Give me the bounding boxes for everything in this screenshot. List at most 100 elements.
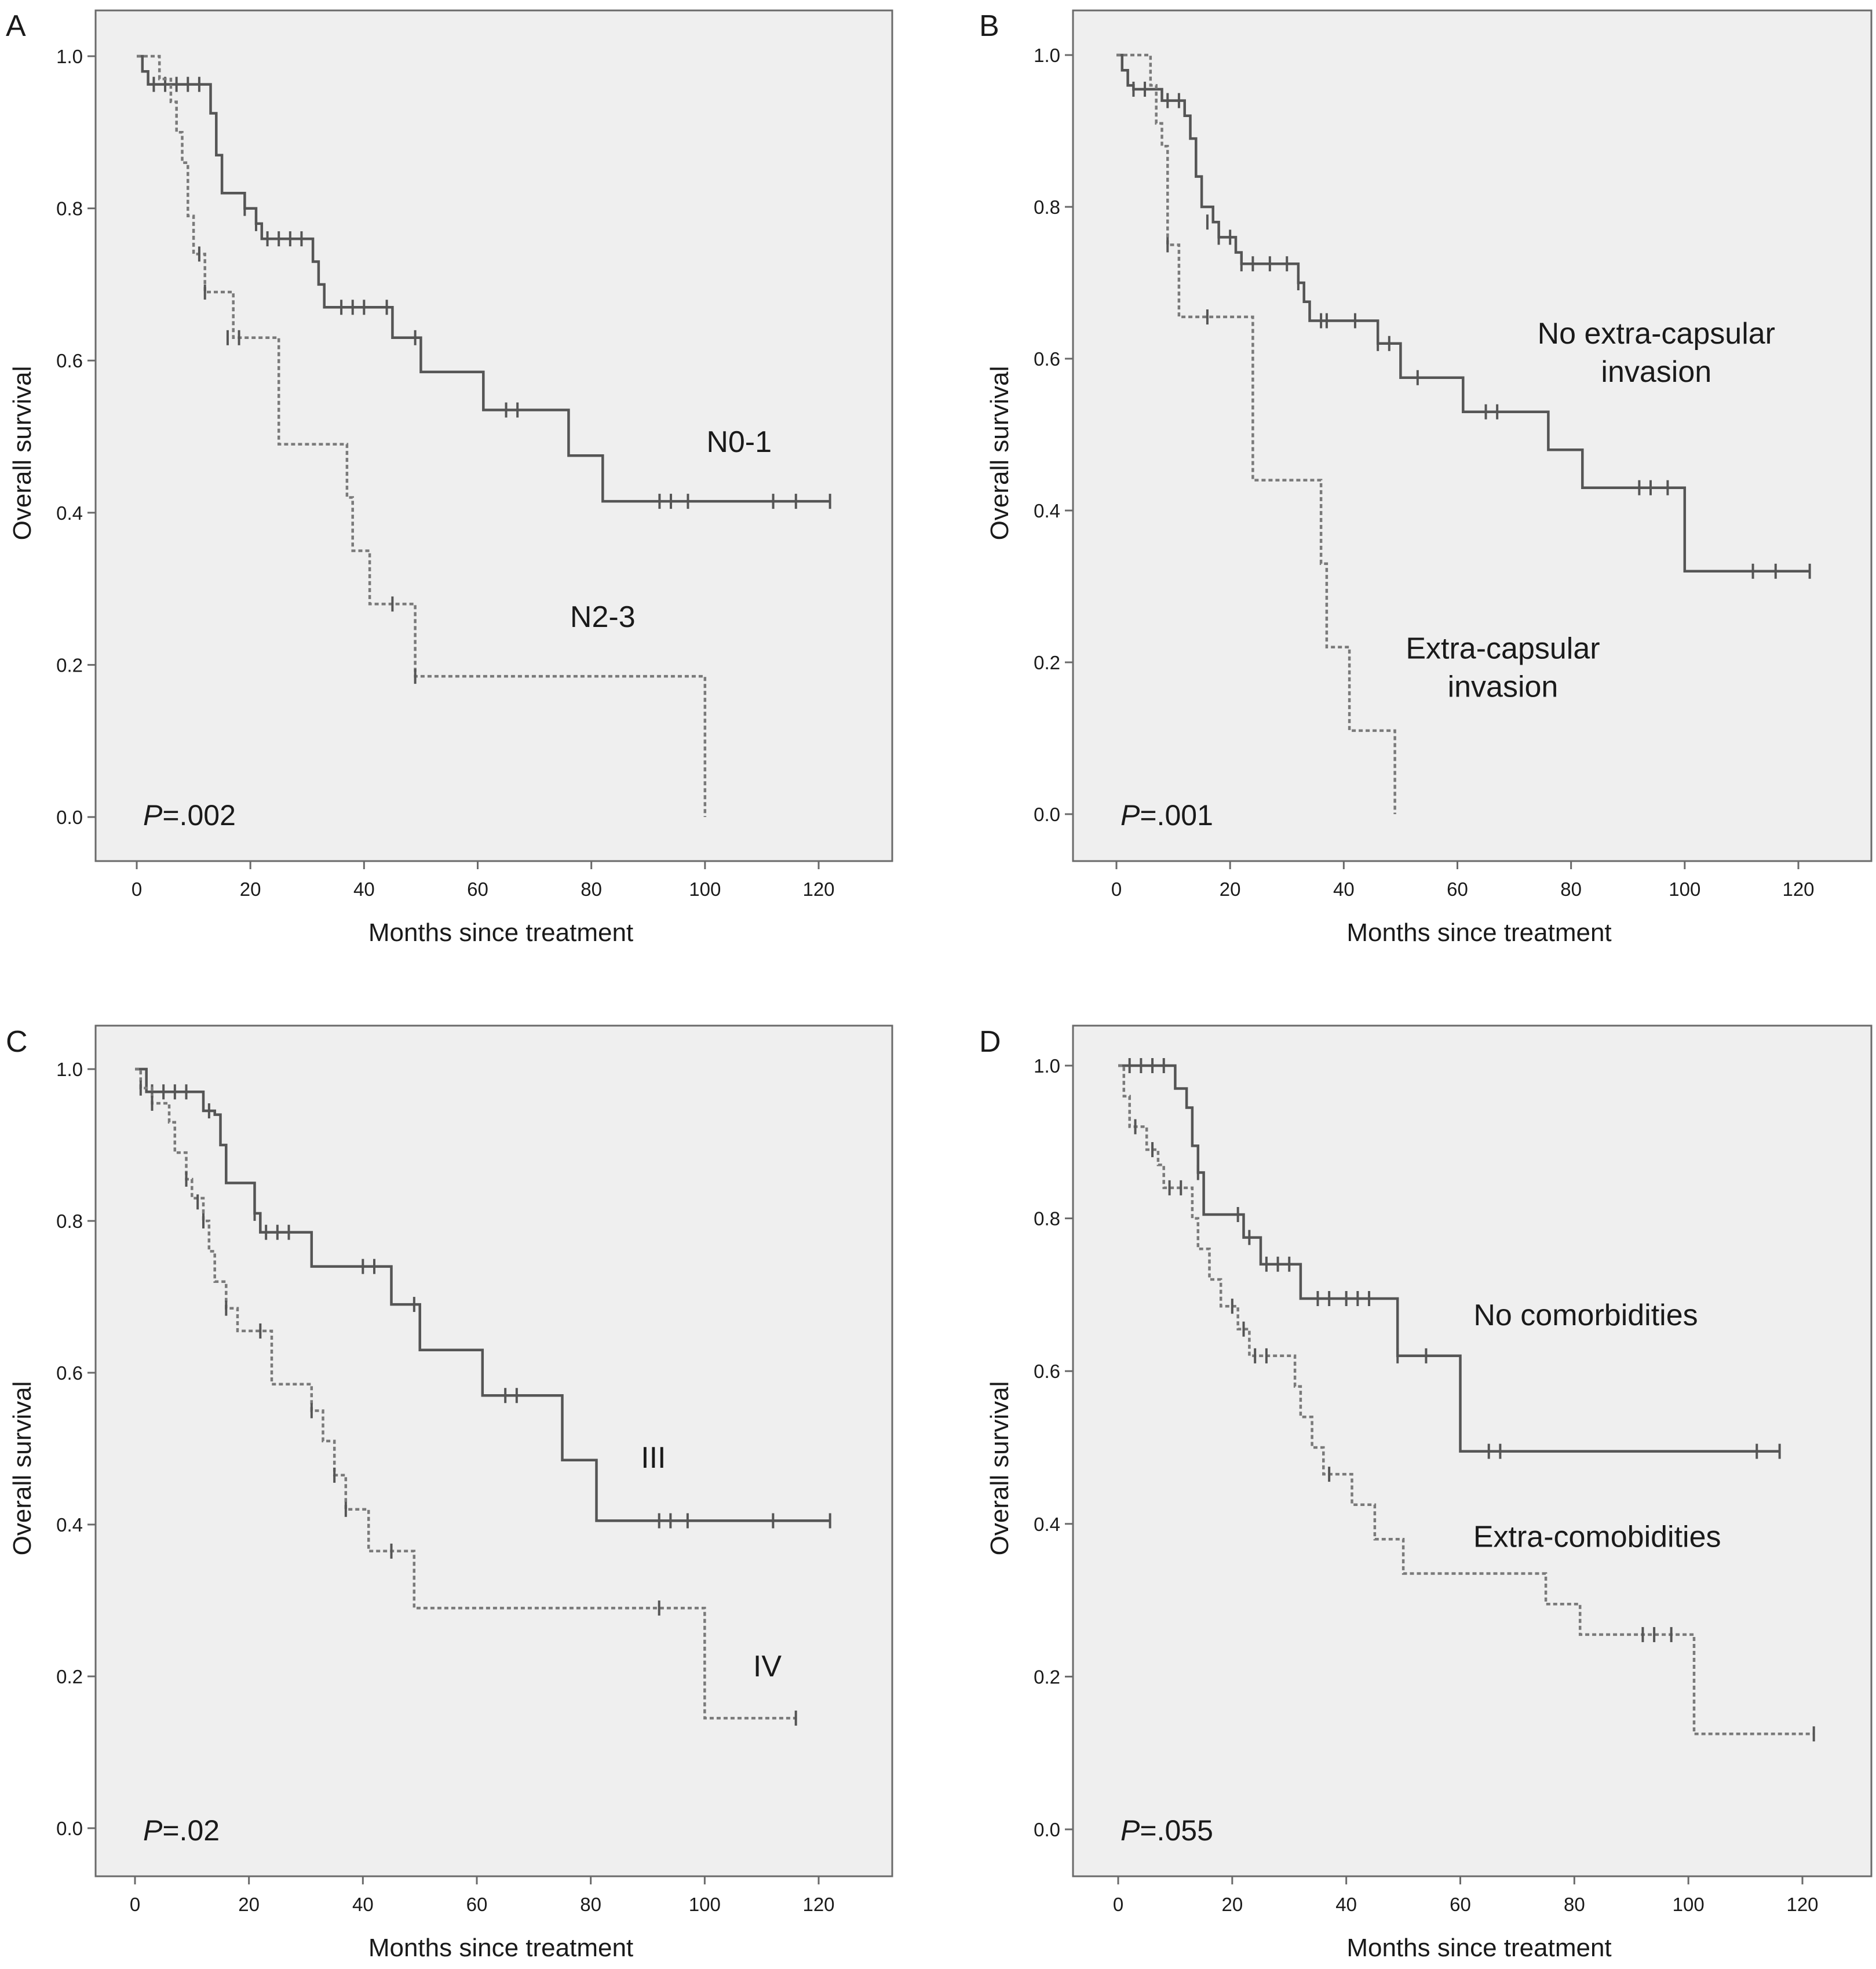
y-tick-label: 0.8 [1034, 196, 1060, 218]
plot-area [1072, 9, 1873, 862]
x-tick-label: 40 [1333, 878, 1355, 900]
p-symbol: P [1121, 799, 1140, 832]
p-value: P=.001 [1121, 799, 1213, 832]
panel-b: B 0.0 0.2 0.4 0.6 0.8 1.0 0 20 40 60 80 100 120 Months… [979, 9, 1873, 947]
x-tick-label: 20 [240, 878, 261, 900]
x-tick-label: 80 [581, 878, 602, 900]
x-axis-label: Months since treatment [368, 1934, 633, 1962]
series-label: Extra-capsular [1406, 632, 1600, 665]
panel-letter: C [6, 1025, 28, 1059]
x-tick-label: 60 [1447, 878, 1468, 900]
series-label: Extra-comobidities [1473, 1520, 1721, 1554]
panel-letter: A [6, 9, 26, 43]
x-tick-label: 40 [1335, 1894, 1357, 1915]
series-label: No comorbidities [1473, 1299, 1698, 1332]
y-tick-label: 0.8 [56, 1210, 83, 1232]
km-curve-solid [1118, 1064, 1780, 1453]
p-value-number: =.001 [1140, 799, 1213, 832]
y-axis-label: Overall survival [8, 366, 37, 541]
series-label: No extra-capsular [1538, 317, 1775, 351]
plot-area [94, 9, 893, 862]
y-tick-label: 0.8 [56, 198, 83, 220]
series-label: IV [753, 1650, 782, 1683]
x-tick-label: 60 [466, 1894, 488, 1915]
y-tick-label: 0.0 [56, 1818, 83, 1839]
x-tick-label: 0 [1113, 1894, 1123, 1915]
series-label: invasion [1601, 355, 1711, 389]
km-curve-solid [137, 54, 830, 503]
y-tick-label: 1.0 [56, 46, 83, 67]
plot-area [94, 1024, 893, 1877]
series-label: N0-1 [706, 425, 772, 459]
x-axis-label: Months since treatment [1346, 918, 1611, 947]
p-value-number: =.002 [162, 799, 236, 832]
x-tick-label: 80 [580, 1894, 601, 1915]
p-symbol: P [1121, 1814, 1140, 1847]
panel-letter: B [979, 9, 999, 43]
series-label: N2-3 [570, 600, 636, 634]
y-tick-label: 0.4 [56, 1514, 83, 1536]
y-tick-label: 1.0 [1034, 45, 1060, 66]
p-value-number: =.02 [162, 1814, 220, 1847]
y-tick-label: 0.2 [56, 654, 83, 676]
x-tick-label: 60 [467, 878, 488, 900]
x-tick-label: 120 [1782, 878, 1814, 900]
y-tick-label: 0.4 [56, 502, 83, 524]
p-value: P=.02 [143, 1814, 220, 1847]
x-tick-label: 120 [802, 878, 834, 900]
x-tick-label: 0 [130, 1894, 140, 1915]
y-tick-label: 0.6 [56, 350, 83, 371]
x-tick-label: 120 [802, 1894, 834, 1915]
x-tick-label: 100 [689, 1894, 721, 1915]
panel-a: A 0.0 0.2 0.4 0.6 0.8 1.0 0 20 40 60 80 100 120 Months… [6, 9, 893, 947]
x-tick-label: 60 [1450, 1894, 1471, 1915]
y-tick-label: 0.0 [1034, 804, 1060, 825]
x-tick-label: 80 [1564, 1894, 1585, 1915]
panel-letter: D [979, 1025, 1001, 1059]
km-curve-dotted [137, 54, 707, 817]
panel-d: D 0.0 0.2 0.4 0.6 0.8 1.0 0 20 40 60 80 100 120 Months… [979, 1024, 1873, 1962]
y-tick-label: 0.4 [1034, 500, 1060, 522]
y-tick-label: 0.6 [1034, 1361, 1060, 1382]
y-tick-label: 0.2 [56, 1666, 83, 1687]
y-tick-label: 0.8 [1034, 1208, 1060, 1230]
y-tick-label: 0.4 [1034, 1514, 1060, 1535]
x-tick-label: 100 [689, 878, 721, 900]
y-tick-label: 0.0 [56, 807, 83, 828]
x-tick-label: 100 [1669, 878, 1700, 900]
series-label: invasion [1448, 670, 1559, 703]
series-label: III [641, 1441, 666, 1475]
p-value: P=.002 [143, 799, 236, 832]
x-axis-label: Months since treatment [1346, 1934, 1611, 1962]
km-curve-solid [135, 1067, 830, 1522]
y-tick-label: 0.2 [1034, 652, 1060, 673]
x-tick-label: 80 [1560, 878, 1582, 900]
x-tick-label: 20 [1221, 1894, 1243, 1915]
y-tick-label: 0.0 [1034, 1819, 1060, 1840]
y-tick-label: 0.2 [1034, 1666, 1060, 1687]
x-tick-label: 20 [238, 1894, 260, 1915]
x-tick-label: 0 [1111, 878, 1122, 900]
x-tick-label: 20 [1220, 878, 1241, 900]
x-tick-label: 40 [353, 878, 375, 900]
x-tick-label: 0 [132, 878, 142, 900]
km-curve-dotted [1116, 53, 1396, 814]
y-tick-label: 0.6 [56, 1362, 83, 1384]
x-axis-label: Months since treatment [368, 918, 633, 947]
p-symbol: P [143, 1814, 163, 1847]
y-axis-label: Overall survival [8, 1381, 37, 1556]
x-tick-label: 40 [352, 1894, 374, 1915]
y-axis-label: Overall survival [986, 366, 1014, 541]
y-tick-label: 1.0 [1034, 1055, 1060, 1077]
x-tick-label: 120 [1786, 1894, 1818, 1915]
panel-c: C 0.0 0.2 0.4 0.6 0.8 1.0 0 20 40 60 80 100 120 Months… [6, 1024, 893, 1962]
p-value-number: =.055 [1140, 1814, 1213, 1847]
p-value: P=.055 [1121, 1814, 1213, 1847]
km-curve-dotted [135, 1067, 796, 1720]
y-axis-label: Overall survival [986, 1381, 1014, 1556]
x-tick-label: 100 [1673, 1894, 1705, 1915]
p-symbol: P [143, 799, 163, 832]
y-tick-label: 0.6 [1034, 348, 1060, 370]
y-tick-label: 1.0 [56, 1059, 83, 1080]
